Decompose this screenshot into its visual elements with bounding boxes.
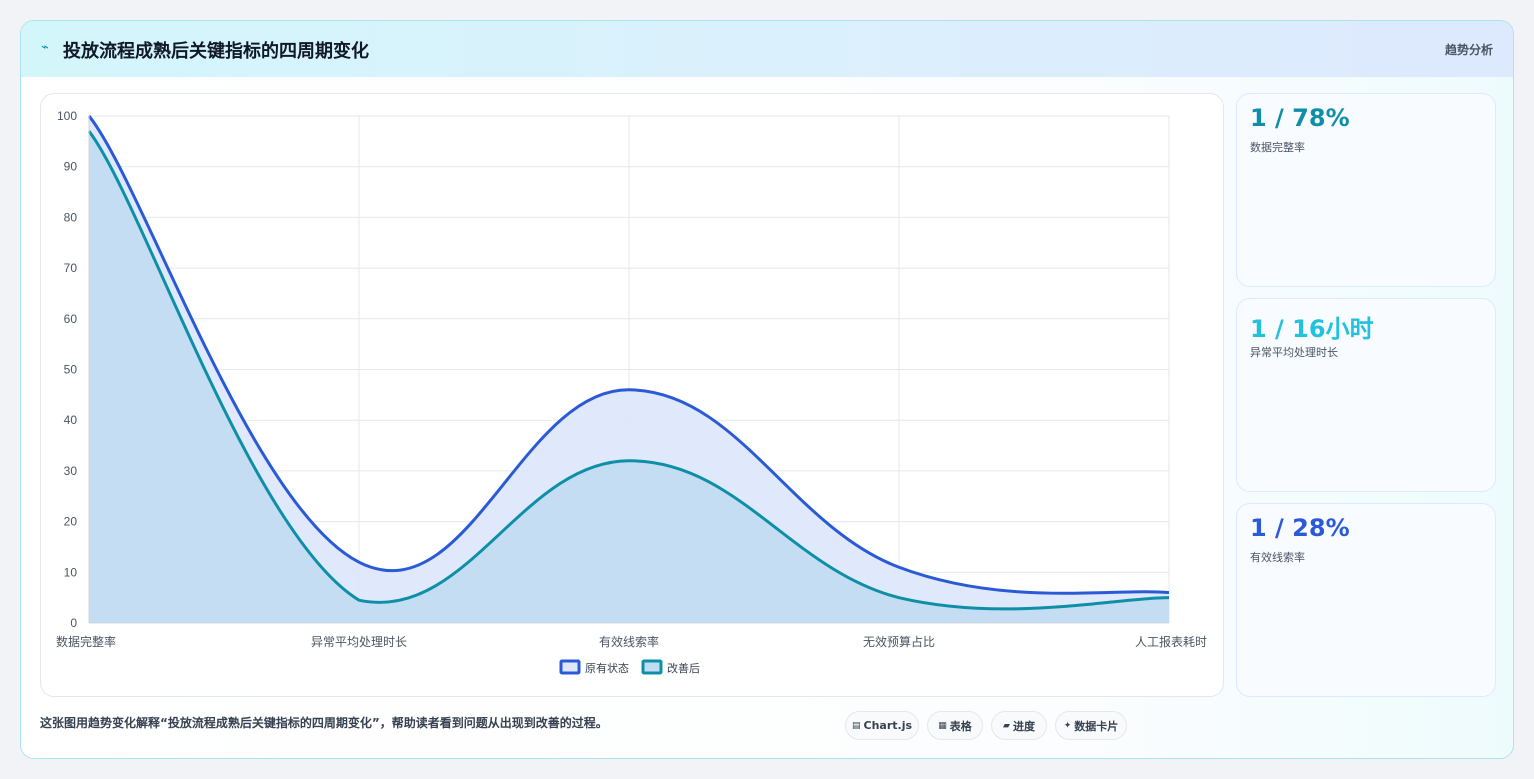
kpi-value: 1 / 28% — [1250, 514, 1350, 542]
page-title: 投放流程成熟后关键指标的四周期变化 — [63, 41, 369, 62]
kpi-card-1: 1 / 78% 数据完整率 — [1236, 93, 1496, 287]
kpi-label: 数据完整率 — [1250, 141, 1305, 154]
y-tick-label: 60 — [64, 312, 78, 326]
main-card: ⌁ 投放流程成熟后关键指标的四周期变化 趋势分析 0 10 20 30 40 50 60 70… — [20, 20, 1514, 759]
kpi-label: 有效线索率 — [1250, 551, 1305, 564]
header-tag: 趋势分析 — [1444, 43, 1493, 57]
y-tick-label: 0 — [70, 616, 77, 630]
kpi-label: 异常平均处理时长 — [1250, 346, 1338, 359]
trend-icon: ⌁ — [41, 40, 49, 55]
card-icon: ✦ — [1063, 720, 1072, 731]
kpi-card-3: 1 / 28% 有效线索率 — [1236, 503, 1496, 697]
x-tick-label: 人工报表耗时 — [1135, 634, 1207, 649]
chip-data-card[interactable]: ✦ 数据卡片 — [1055, 711, 1127, 740]
series-area-1 — [89, 131, 1169, 623]
x-tick-label: 无效预算占比 — [863, 634, 935, 649]
y-tick-label: 50 — [64, 363, 78, 377]
y-tick-label: 30 — [64, 464, 78, 478]
x-tick-label: 有效线索率 — [599, 634, 659, 649]
chip-label: Chart.js — [863, 719, 913, 732]
chip-chartjs[interactable]: ▤ Chart.js — [845, 711, 919, 740]
progress-icon: ▰ — [1003, 720, 1010, 731]
legend-label: 改善后 — [667, 661, 700, 675]
chart-svg: 0 10 20 30 40 50 60 70 80 90 100 数据完整率 异常平均处理时长 有效线索率… — [56, 109, 1207, 675]
y-tick-label: 70 — [64, 261, 78, 275]
y-tick-label: 10 — [64, 565, 78, 579]
y-tick-label: 20 — [64, 515, 78, 529]
y-tick-label: 100 — [57, 109, 77, 123]
legend-swatch — [641, 659, 663, 675]
y-tick-label: 40 — [64, 413, 78, 427]
chart-icon: ▤ — [851, 720, 861, 731]
x-tick-label: 异常平均处理时长 — [311, 635, 407, 649]
x-tick-label: 数据完整率 — [56, 634, 116, 649]
chart-caption: 这张图用趋势变化解释“投放流程成熟后关键指标的四周期变化”，帮助读者看到问题从出… — [40, 716, 608, 730]
kpi-value: 1 / 78% — [1250, 104, 1350, 132]
kpi-value: 1 / 16小时 — [1250, 315, 1374, 343]
chip-label: 表格 — [949, 719, 972, 733]
chip-label: 数据卡片 — [1074, 719, 1119, 733]
chip-progress[interactable]: ▰ 进度 — [991, 711, 1047, 740]
table-icon: ▦ — [938, 720, 947, 731]
series-line-0 — [87, 115, 1170, 595]
legend-swatch — [559, 659, 581, 675]
legend-label: 原有状态 — [585, 661, 629, 675]
kpi-card-2: 1 / 16小时 异常平均处理时长 — [1236, 298, 1496, 492]
chip-label: 进度 — [1012, 719, 1035, 733]
series-line-1 — [87, 130, 1170, 611]
y-tick-label: 90 — [64, 160, 78, 174]
y-tick-label: 80 — [64, 210, 78, 224]
card-header: ⌁ 投放流程成熟后关键指标的四周期变化 趋势分析 — [21, 21, 1513, 77]
chart-panel: 0 10 20 30 40 50 60 70 80 90 100 数据完整率 异常平均处理时长 有效线索率… — [40, 93, 1224, 697]
chip-table[interactable]: ▦ 表格 — [927, 711, 983, 740]
